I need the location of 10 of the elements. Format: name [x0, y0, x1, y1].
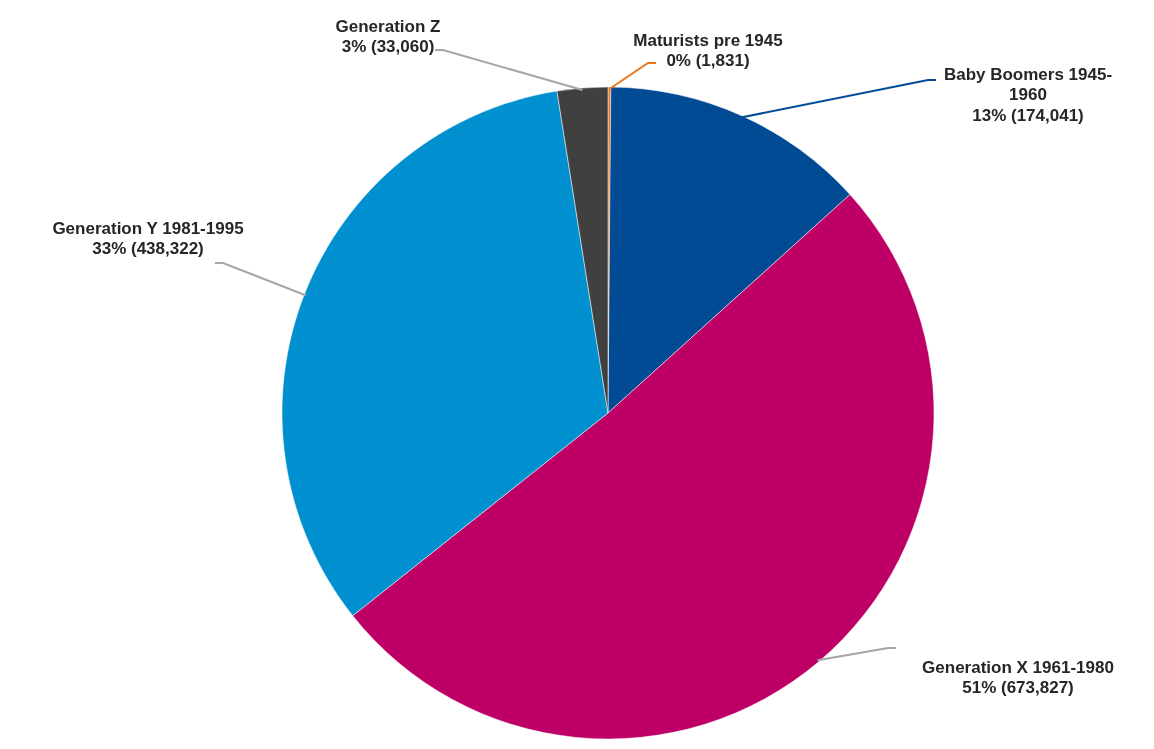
data-label: 51% (673,827)	[962, 678, 1074, 698]
slice-label: Generation Y 1981-1995	[52, 219, 244, 238]
data-label: 33% (438,322)	[92, 239, 204, 259]
data-label: 13% (174,041)	[972, 105, 1084, 125]
data-label: 3% (33,060)	[341, 37, 435, 57]
slice-label: Baby Boomers 1945-1960	[943, 65, 1113, 105]
data-label: 0% (1,831)	[666, 51, 750, 71]
slice-label: Generation Z	[335, 17, 441, 36]
slice-label: Maturists pre 1945	[633, 31, 783, 50]
slice-label: Generation X 1961-1980	[922, 658, 1114, 677]
